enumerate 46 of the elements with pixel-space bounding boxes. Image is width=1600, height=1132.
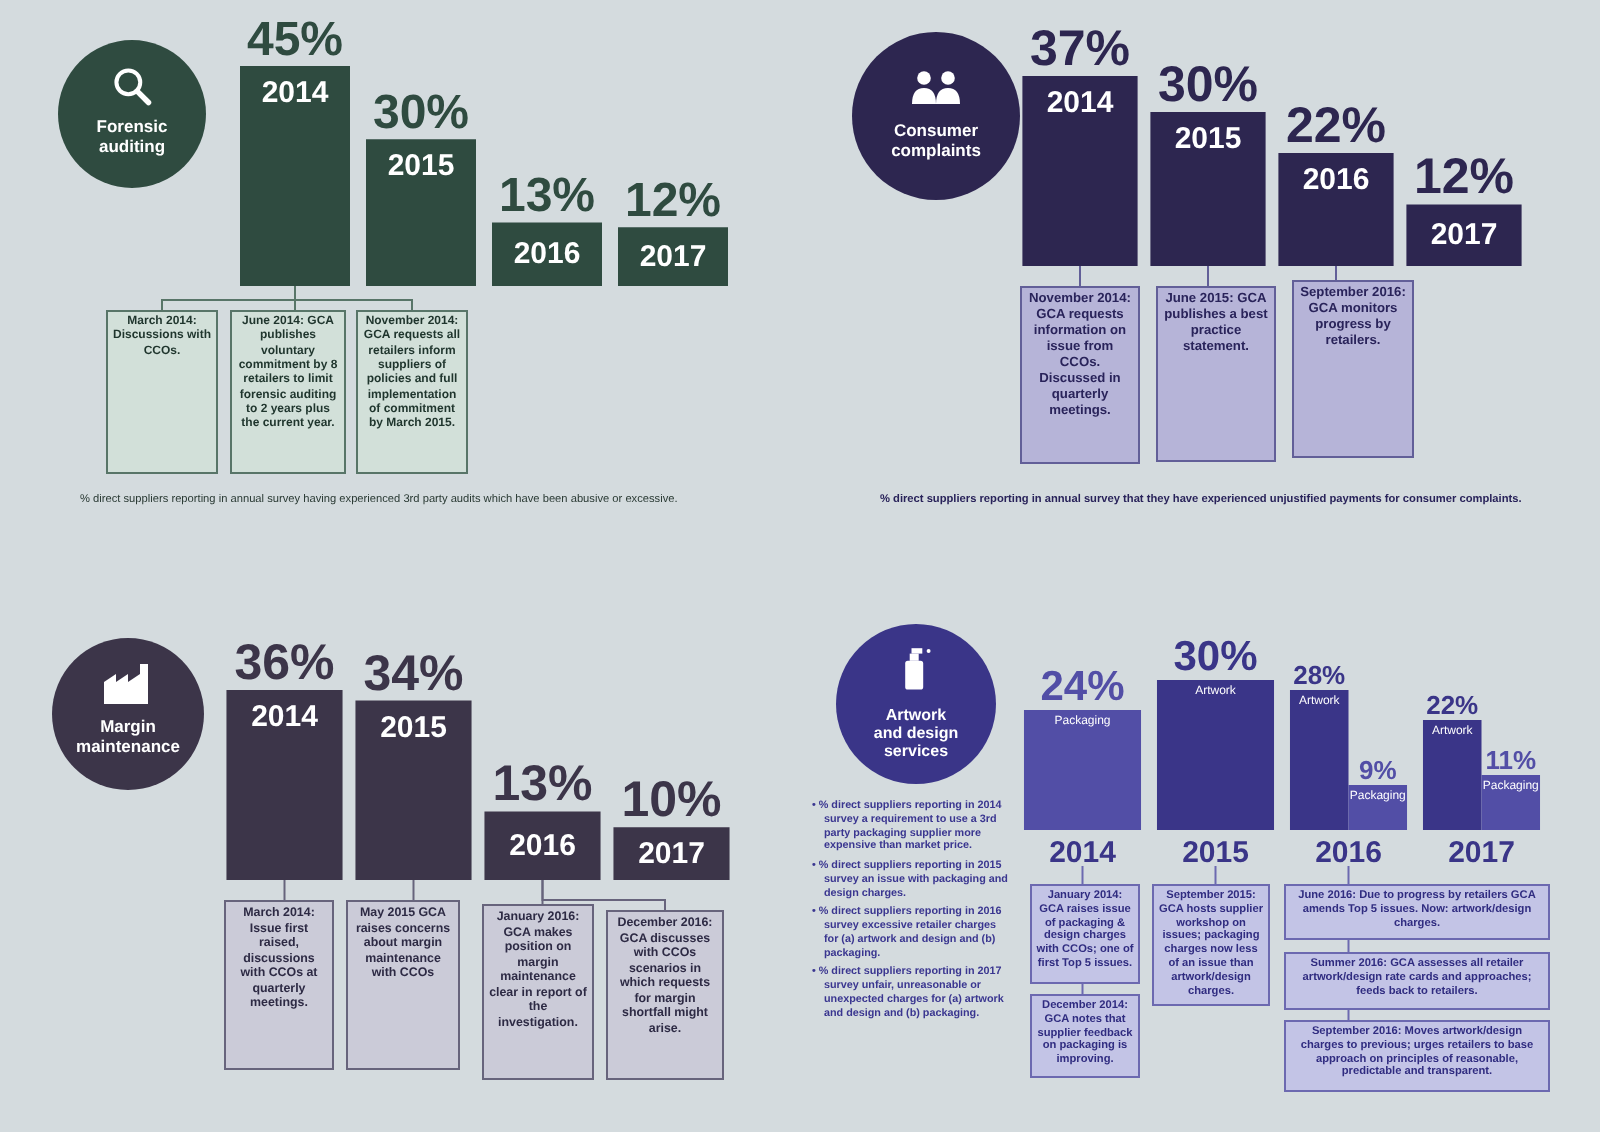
data-label: 9%	[1358, 755, 1398, 785]
data-label: 22%	[1285, 98, 1387, 155]
data-label: 30%	[372, 86, 470, 141]
data-label: 24%	[1040, 664, 1126, 710]
x-tick-label: 2017	[638, 836, 705, 871]
data-label: 30%	[1173, 634, 1259, 680]
bar	[240, 66, 350, 286]
x-tick-label: 2016	[509, 828, 576, 863]
data-label: 37%	[1029, 21, 1131, 77]
x-tick-label: 2016	[1315, 836, 1382, 870]
x-tick-label: 2015	[380, 710, 447, 745]
bar	[355, 700, 472, 880]
bar	[366, 139, 476, 286]
x-tick-label: 2017	[1448, 836, 1515, 870]
x-tick-label: 2017	[639, 239, 707, 274]
data-label: 36%	[234, 635, 335, 691]
x-tick-label: 2015	[387, 149, 455, 184]
text: Artwork and design services	[872, 706, 960, 762]
x-tick-label: 2015	[1174, 121, 1242, 156]
bar	[1406, 204, 1522, 266]
x-tick-label: 2017	[1430, 218, 1498, 253]
data-label: 12%	[624, 174, 722, 229]
data-label: 34%	[363, 645, 464, 702]
text: Forensic auditing	[94, 116, 170, 158]
data-label: 22%	[1426, 690, 1480, 720]
x-tick-label: 2014	[1046, 86, 1115, 120]
data-label: 28%	[1293, 660, 1347, 690]
data-label: 13%	[498, 169, 596, 224]
bar	[1278, 153, 1394, 266]
x-tick-label: 2014	[251, 700, 320, 734]
bar	[226, 690, 343, 880]
data-label: 10%	[621, 772, 722, 829]
data-label: 13%	[492, 756, 593, 813]
text: Consumer complaints	[889, 120, 983, 162]
x-tick-label: 2014	[261, 76, 330, 110]
data-label: 12%	[1413, 149, 1515, 206]
text: Margin maintenance	[74, 716, 182, 758]
data-label: 11%	[1485, 745, 1537, 775]
bar	[484, 811, 601, 880]
data-label: 45%	[246, 13, 344, 67]
bar	[1150, 111, 1266, 266]
x-tick-label: 2015	[1182, 836, 1249, 870]
x-tick-label: 2016	[1302, 163, 1370, 198]
x-tick-label: 2016	[513, 237, 581, 272]
x-tick-label: 2014	[1049, 836, 1118, 870]
data-label: 30%	[1157, 56, 1259, 113]
